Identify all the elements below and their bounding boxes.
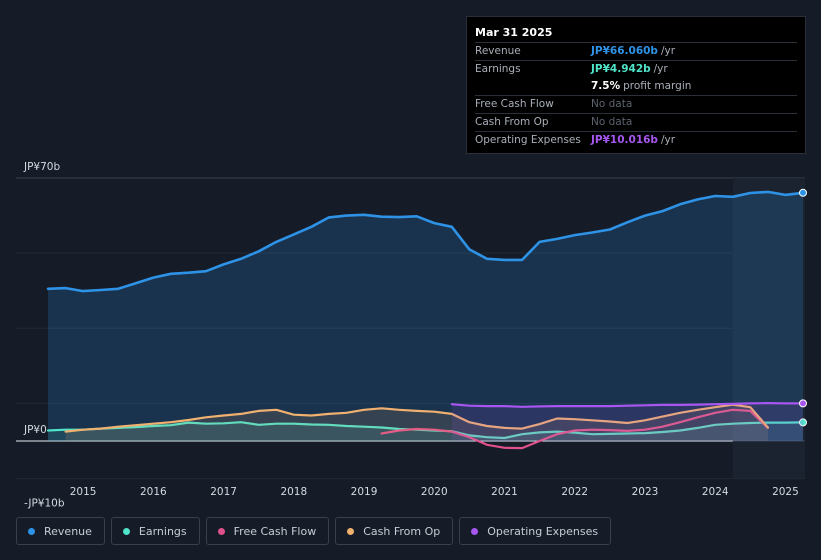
legend-dot-icon <box>28 527 35 535</box>
x-tick-label: 2017 <box>210 486 237 498</box>
x-tick-label: 2020 <box>421 486 448 498</box>
tooltip-row-label <box>475 78 591 95</box>
x-tick-label: 2016 <box>140 486 167 498</box>
legend-item-fcf[interactable]: Free Cash Flow <box>205 517 330 545</box>
tooltip-row-value: JP¥10.016b <box>591 134 658 146</box>
tooltip-rows: Revenue JP¥66.060b/yr Earnings JP¥4.942b/yr… <box>475 42 797 149</box>
series-line-fcf <box>380 408 770 450</box>
x-tick-label: 2023 <box>632 486 659 498</box>
series-endpoint-revenue <box>799 188 807 197</box>
tooltip-row-value: No data <box>591 116 633 128</box>
tooltip-row: Earnings JP¥4.942b/yr <box>475 60 797 78</box>
legend-label: Operating Expenses <box>487 524 599 538</box>
y-tick-label: JP¥70b <box>23 161 60 173</box>
series-line-opex <box>450 402 805 408</box>
tooltip: Mar 31 2025 Revenue JP¥66.060b/yr Earnings… <box>466 16 806 154</box>
x-tick-label: 2018 <box>280 486 307 498</box>
tooltip-row-value: JP¥4.942b <box>591 63 651 75</box>
tooltip-row: Operating Expenses JP¥10.016b/yr <box>475 131 797 149</box>
series-area-opex <box>451 403 803 441</box>
legend-dot-icon <box>471 527 479 535</box>
chart: JP¥70b JP¥0 -JP¥10b 2015 2016 2017 2018 2019 202… <box>16 161 807 510</box>
x-tick-label: 2015 <box>70 486 97 498</box>
tooltip-row-unit: profit margin <box>623 80 692 92</box>
tooltip-date: Mar 31 2025 <box>475 26 553 39</box>
legend-dot-icon <box>217 527 225 535</box>
tooltip-row: Revenue JP¥66.060b/yr <box>475 42 797 60</box>
x-tick-label: 2025 <box>772 486 799 498</box>
series-endpoint-earnings <box>799 418 807 427</box>
x-tick-label: 2022 <box>561 486 588 498</box>
series-endpoint-opex <box>799 399 807 408</box>
x-tick-label: 2019 <box>351 486 378 498</box>
tooltip-row-unit: /yr <box>660 134 676 146</box>
legend-item-cfo[interactable]: Cash From Op <box>335 517 454 545</box>
tooltip-row: Cash From Op No data <box>475 113 797 131</box>
tooltip-row-unit: /yr <box>653 63 668 75</box>
tooltip-row: 7.5% profit margin <box>475 78 797 95</box>
tooltip-row-label: Free Cash Flow <box>475 98 554 110</box>
tooltip-row: Free Cash Flow No data <box>475 95 797 113</box>
tooltip-row-label: Earnings <box>475 63 521 75</box>
series-layer <box>46 188 807 450</box>
series-area-revenue <box>48 191 803 441</box>
y-tick-label: JP¥0 <box>23 424 47 436</box>
legend-item-earnings[interactable]: Earnings <box>110 517 200 545</box>
x-tick-label: 2021 <box>491 486 518 498</box>
x-tick-label: 2024 <box>702 486 729 498</box>
tooltip-row-label: Cash From Op <box>475 116 549 128</box>
legend-dot-icon <box>122 527 130 535</box>
series-line-cfo <box>64 403 770 433</box>
series-line-revenue <box>46 190 805 293</box>
legend-label: Free Cash Flow <box>233 524 317 538</box>
axes: JP¥70b JP¥0 -JP¥10b 2015 2016 2017 2018 2019 202… <box>23 161 799 510</box>
legend: Revenue Earnings Free Cash Flow Cash From O… <box>16 517 617 545</box>
legend-label: Revenue <box>44 524 92 538</box>
series-area-cfo <box>65 404 768 441</box>
legend-label: Earnings <box>138 524 187 538</box>
legend-item-opex[interactable]: Operating Expenses <box>459 517 612 545</box>
tooltip-row-value: 7.5% <box>591 80 621 92</box>
series-area-earnings <box>48 422 803 441</box>
tooltip-row-value: JP¥66.060b <box>591 45 658 57</box>
legend-label: Cash From Op <box>363 524 441 538</box>
tooltip-row-value: No data <box>591 98 633 110</box>
legend-dot-icon <box>347 527 355 535</box>
tooltip-row-label: Operating Expenses <box>475 134 581 146</box>
legend-item-revenue[interactable]: Revenue <box>16 517 105 545</box>
y-tick-label: -JP¥10b <box>24 498 65 510</box>
grid <box>16 177 805 480</box>
tooltip-row-unit: /yr <box>660 45 676 57</box>
tooltip-row-label: Revenue <box>475 45 521 57</box>
